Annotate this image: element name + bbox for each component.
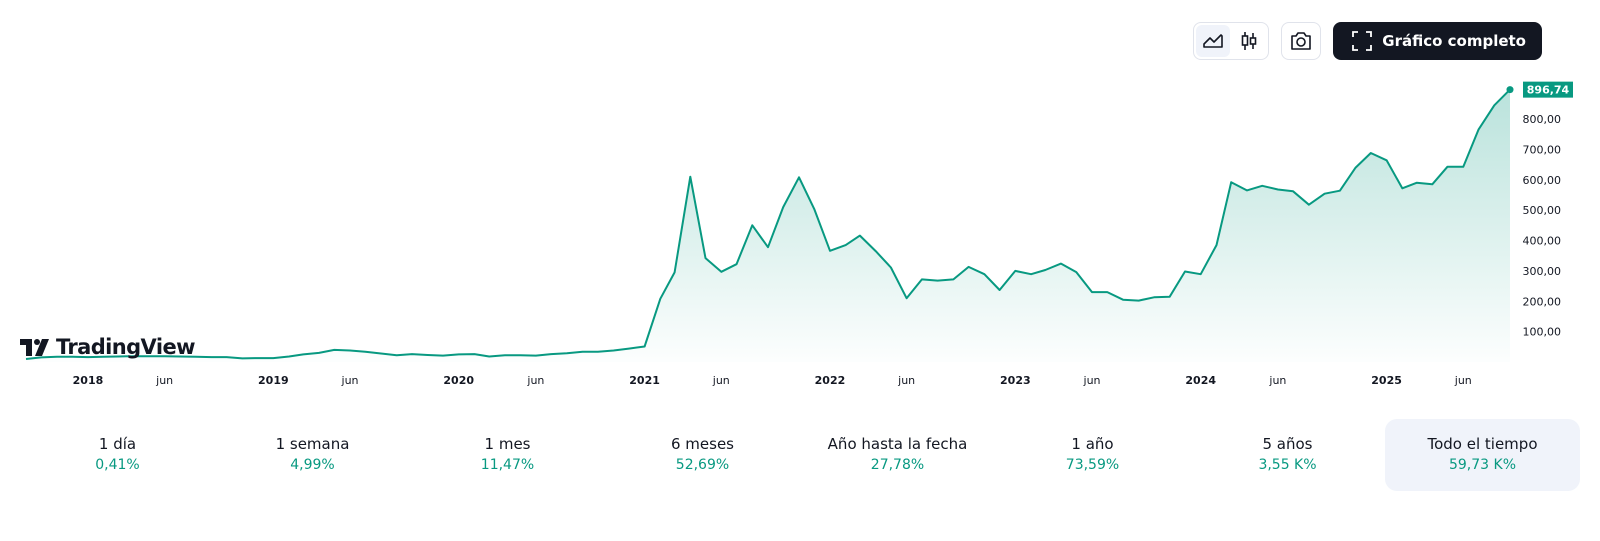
period-tab[interactable]: Año hasta la fecha 27,78% bbox=[800, 419, 995, 491]
x-tick-label: 2020 bbox=[443, 374, 474, 387]
period-tab[interactable]: 1 semana 4,99% bbox=[215, 419, 410, 491]
period-change-value: 52,69% bbox=[675, 457, 730, 473]
expand-icon bbox=[1352, 31, 1373, 51]
period-tab[interactable]: Todo el tiempo 59,73 K% bbox=[1385, 419, 1580, 491]
fullscreen-label: Gráfico completo bbox=[1382, 32, 1526, 50]
x-tick-label: jun bbox=[897, 374, 915, 387]
period-change-value: 73,59% bbox=[1065, 457, 1120, 473]
y-axis: 100,00 200,00 300,00 400,00 500,00 600,00 700,… bbox=[1523, 113, 1562, 339]
x-tick-label: jun bbox=[712, 374, 730, 387]
period-change-value: 59,73 K% bbox=[1448, 457, 1516, 473]
chart-toolbar: Gráfico completo bbox=[1193, 21, 1542, 61]
price-line bbox=[25, 88, 1511, 360]
x-tick-label: jun bbox=[341, 374, 359, 387]
period-tab[interactable]: 1 año 73,59% bbox=[995, 419, 1190, 491]
tradingview-logo-icon bbox=[20, 338, 49, 356]
y-tick-label: 700,00 bbox=[1523, 143, 1562, 156]
last-price-marker: 896,74 bbox=[1506, 81, 1573, 98]
y-tick-label: 300,00 bbox=[1523, 265, 1562, 278]
period-label: 1 semana bbox=[275, 435, 350, 453]
y-tick-label: 400,00 bbox=[1523, 235, 1562, 248]
x-tick-label: jun bbox=[526, 374, 544, 387]
x-tick-label: 2025 bbox=[1371, 374, 1402, 387]
period-label: Año hasta la fecha bbox=[827, 435, 968, 453]
camera-icon bbox=[1291, 32, 1312, 50]
y-tick-label: 600,00 bbox=[1523, 174, 1562, 187]
period-change-value: 27,78% bbox=[870, 457, 925, 473]
period-label: 6 meses bbox=[670, 435, 734, 453]
period-tab[interactable]: 5 años 3,55 K% bbox=[1190, 419, 1385, 491]
last-point-dot bbox=[1506, 86, 1514, 94]
period-change-value: 3,55 K% bbox=[1258, 457, 1317, 473]
x-tick-label: 2019 bbox=[258, 374, 289, 387]
x-tick-label: 2018 bbox=[73, 374, 104, 387]
period-label: 1 mes bbox=[484, 435, 531, 453]
x-tick-label: 2021 bbox=[629, 374, 660, 387]
logo-text: TradingView bbox=[56, 335, 195, 359]
period-label: 1 año bbox=[1071, 435, 1114, 453]
x-tick-label: jun bbox=[1268, 374, 1286, 387]
tradingview-logo: TradingView bbox=[20, 335, 195, 359]
x-tick-label: jun bbox=[1083, 374, 1101, 387]
area-chart-icon bbox=[1203, 34, 1224, 48]
x-axis: 2018 jun 2019 jun 2020 jun 2021 jun 2022 jun 2023 j… bbox=[73, 374, 1472, 387]
period-tab[interactable]: 6 meses 52,69% bbox=[605, 419, 800, 491]
y-tick-label: 500,00 bbox=[1523, 204, 1562, 217]
x-tick-label: 2024 bbox=[1185, 374, 1216, 387]
area-chart-button[interactable] bbox=[1196, 25, 1231, 57]
period-label: 1 día bbox=[98, 435, 137, 453]
y-tick-label: 800,00 bbox=[1523, 113, 1562, 126]
period-change-value: 11,47% bbox=[480, 457, 535, 473]
y-tick-label: 200,00 bbox=[1523, 295, 1562, 308]
fullscreen-chart-button[interactable]: Gráfico completo bbox=[1333, 22, 1542, 60]
chart-style-switcher bbox=[1193, 22, 1270, 60]
snapshot-button[interactable] bbox=[1281, 22, 1322, 60]
x-tick-label: jun bbox=[155, 374, 173, 387]
x-tick-label: 2022 bbox=[815, 374, 846, 387]
period-change-value: 4,99% bbox=[290, 457, 335, 473]
period-tab[interactable]: 1 mes 11,47% bbox=[410, 419, 605, 491]
period-selector: 1 día 0,41% 1 semana 4,99% 1 mes 11,47% 6 mese… bbox=[20, 419, 1580, 491]
candlestick-chart-button[interactable] bbox=[1232, 25, 1266, 57]
candlestick-chart-icon bbox=[1241, 32, 1257, 50]
y-tick-label: 100,00 bbox=[1523, 326, 1562, 339]
x-tick-label: jun bbox=[1454, 374, 1472, 387]
period-tab[interactable]: 1 día 0,41% bbox=[20, 419, 215, 491]
x-tick-label: 2023 bbox=[1000, 374, 1031, 387]
period-label: 5 años bbox=[1262, 435, 1313, 453]
period-change-value: 0,41% bbox=[95, 457, 140, 473]
last-price-badge bbox=[1523, 81, 1573, 98]
last-price-label: 896,74 bbox=[1527, 84, 1570, 97]
period-label: Todo el tiempo bbox=[1427, 435, 1538, 453]
price-chart[interactable]: 100,00 200,00 300,00 400,00 500,00 600,00 700,… bbox=[0, 0, 1600, 400]
price-area-fill bbox=[26, 89, 1510, 362]
